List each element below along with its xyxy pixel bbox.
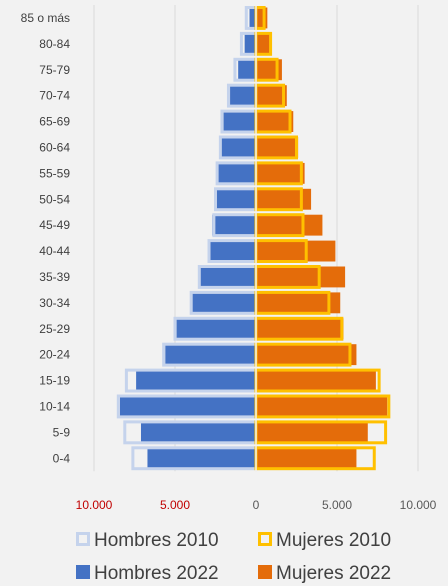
bar-hombres-2022-4 <box>165 344 256 366</box>
bar-mujeres-2022-10 <box>256 188 312 210</box>
bar-hombres-2022-10 <box>215 188 256 210</box>
category-label-2: 10-14 <box>39 399 70 413</box>
category-label-17: 85 o más <box>21 11 70 25</box>
legend-label-0: Hombres 2010 <box>94 530 219 551</box>
category-labels: 0-4 5-9 10-14 15-19 20-24 25-29 30-34 35-39 40-4… <box>21 11 71 465</box>
bar-mujeres-2022-14 <box>256 85 287 107</box>
legend-label-1: Mujeres 2010 <box>276 530 391 551</box>
x-tick-label-4: 10.000 <box>400 498 437 512</box>
legend-label-2: Hombres 2022 <box>94 563 219 584</box>
category-label-1: 5-9 <box>53 425 71 439</box>
bar-hombres-2022-8 <box>209 240 256 262</box>
bar-hombres-2022-15 <box>238 59 256 81</box>
bar-hombres-2022-2 <box>119 396 256 417</box>
bar-mujeres-2022-15 <box>256 59 282 81</box>
x-tick-label-2: 0 <box>253 498 260 512</box>
category-label-15: 75-79 <box>39 63 70 77</box>
legend-item-3: Mujeres 2022 <box>258 563 391 584</box>
bar-hombres-2022-17 <box>249 7 256 29</box>
bar-hombres-2022-11 <box>217 162 256 184</box>
legend-swatch-3 <box>258 565 272 579</box>
bar-hombres-2022-0 <box>147 447 256 469</box>
x-axis-labels: 10.000 5.000 0 5.000 10.000 <box>76 498 437 512</box>
legend-item-0: Hombres 2010 <box>76 530 219 551</box>
x-tick-label-1: 5.000 <box>160 498 190 512</box>
legend: Hombres 2010 Mujeres 2010 Hombres 2022 Muje… <box>76 530 391 584</box>
bar-mujeres-2022-3 <box>256 370 376 391</box>
legend-label-3: Mujeres 2022 <box>276 563 391 584</box>
bar-mujeres-2022-0 <box>256 447 357 469</box>
bar-hombres-2022-6 <box>191 292 256 314</box>
bar-mujeres-2022-1 <box>256 421 368 443</box>
bar-mujeres-2022-6 <box>256 292 341 314</box>
bar-mujeres-2022-17 <box>256 7 268 29</box>
x-tick-label-0: 10.000 <box>76 498 113 512</box>
bar-mujeres-2022-13 <box>256 111 294 132</box>
category-label-3: 15-19 <box>39 374 70 388</box>
category-label-5: 25-29 <box>39 322 70 336</box>
bar-mujeres-2022-11 <box>256 162 305 184</box>
category-label-10: 50-54 <box>39 192 70 206</box>
category-label-0: 0-4 <box>53 451 71 465</box>
x-tick-label-3: 5.000 <box>322 498 352 512</box>
bar-hombres-2022-3 <box>136 370 256 391</box>
bar-mujeres-2022-16 <box>256 33 271 55</box>
category-label-11: 55-59 <box>39 166 70 180</box>
bar-hombres-2022-16 <box>244 33 256 55</box>
bar-hombres-2022-14 <box>230 85 256 107</box>
bar-hombres-2022-9 <box>212 214 256 236</box>
bar-mujeres-2022-12 <box>256 137 299 158</box>
bar-hombres-2022-12 <box>220 137 256 158</box>
category-label-6: 30-34 <box>39 296 70 310</box>
bar-hombres-2022-1 <box>140 421 256 443</box>
bars <box>116 5 391 472</box>
category-label-12: 60-64 <box>39 140 70 154</box>
legend-swatch-0 <box>76 532 90 546</box>
bar-mujeres-2022-9 <box>256 214 323 236</box>
legend-item-1: Mujeres 2010 <box>258 530 391 551</box>
bar-hombres-2022-13 <box>223 111 256 132</box>
legend-swatch-1 <box>258 532 272 546</box>
category-label-13: 65-69 <box>39 115 70 129</box>
legend-swatch-2 <box>76 565 90 579</box>
category-label-8: 40-44 <box>39 244 70 258</box>
category-label-4: 20-24 <box>39 348 70 362</box>
bar-mujeres-2022-8 <box>256 240 336 262</box>
bar-hombres-2022-5 <box>176 318 256 340</box>
bar-mujeres-2022-4 <box>256 344 357 366</box>
bar-hombres-2022-7 <box>199 266 256 288</box>
category-label-9: 45-49 <box>39 218 70 232</box>
category-label-14: 70-74 <box>39 89 70 103</box>
legend-item-2: Hombres 2022 <box>76 563 219 584</box>
bar-mujeres-2022-7 <box>256 266 346 288</box>
bar-mujeres-2022-2 <box>256 396 388 417</box>
category-label-7: 35-39 <box>39 270 70 284</box>
bar-mujeres-2022-5 <box>256 318 344 340</box>
category-label-16: 80-84 <box>39 37 70 51</box>
